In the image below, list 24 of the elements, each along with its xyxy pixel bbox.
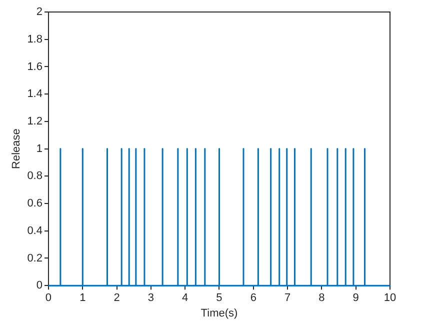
x-tick-label: 9 (352, 292, 359, 304)
y-tick-label: 1.6 (27, 60, 42, 73)
x-tick-label: 10 (384, 292, 396, 304)
x-tick-label: 7 (284, 292, 291, 304)
x-tick-label: 6 (250, 292, 256, 304)
y-tick-label: 0 (36, 280, 42, 292)
x-axis-title: Time(s) (200, 307, 238, 320)
y-tick-label: 0.4 (27, 224, 42, 237)
x-tick-label: 8 (318, 292, 325, 304)
x-tick-label: 0 (45, 292, 52, 304)
x-tick-label: 1 (80, 292, 86, 304)
x-tick-label: 2 (114, 292, 120, 304)
y-tick-label: 0.6 (27, 198, 42, 210)
x-tick-label: 4 (182, 292, 188, 304)
y-tick-label: 0.2 (27, 252, 42, 264)
y-tick-label: 1 (36, 142, 42, 155)
y-tick-label: 2 (36, 6, 42, 18)
y-tick-label: 1.4 (27, 88, 42, 100)
y-axis-title: Release (10, 128, 23, 169)
y-tick-label: 1.2 (27, 115, 42, 128)
y-tick-label: 0.8 (27, 170, 42, 182)
x-tick-label: 5 (216, 292, 222, 304)
x-tick-label: 3 (148, 292, 154, 304)
y-tick-label: 1.8 (27, 33, 42, 46)
